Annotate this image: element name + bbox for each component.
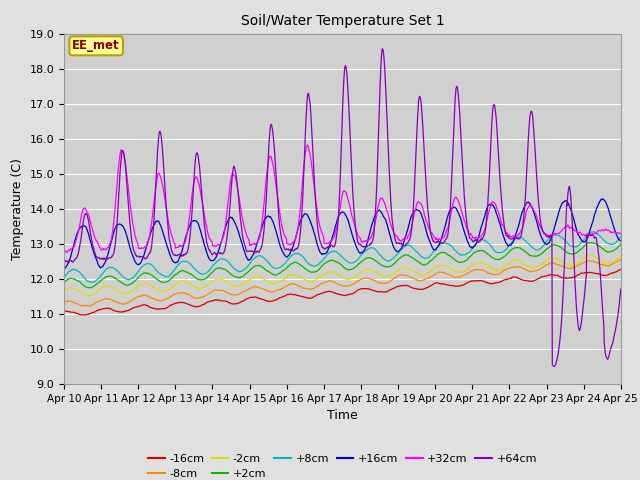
+16cm: [170, 259, 178, 265]
+2cm: [502, 252, 509, 258]
+2cm: [429, 256, 437, 262]
-2cm: [429, 266, 437, 272]
-2cm: [60, 288, 68, 294]
Line: +64cm: +64cm: [64, 49, 621, 366]
+32cm: [617, 231, 625, 237]
+16cm: [617, 238, 625, 244]
Line: +2cm: +2cm: [64, 242, 621, 288]
-16cm: [171, 301, 179, 307]
+16cm: [429, 246, 436, 252]
+64cm: [379, 46, 387, 52]
+16cm: [246, 256, 254, 262]
+16cm: [551, 224, 559, 230]
-8cm: [502, 266, 509, 272]
+32cm: [303, 142, 311, 148]
-16cm: [82, 312, 90, 318]
Legend: -16cm, -8cm, -2cm, +2cm, +8cm, +16cm, +32cm, +64cm: -16cm, -8cm, -2cm, +2cm, +8cm, +16cm, +3…: [143, 449, 541, 480]
-8cm: [184, 291, 192, 297]
+32cm: [502, 229, 510, 235]
-2cm: [551, 255, 559, 261]
+8cm: [590, 229, 598, 235]
+8cm: [88, 279, 95, 285]
-8cm: [60, 300, 68, 306]
X-axis label: Time: Time: [327, 409, 358, 422]
+8cm: [171, 266, 179, 272]
+32cm: [246, 243, 254, 249]
+16cm: [184, 228, 191, 233]
+2cm: [551, 242, 559, 248]
-8cm: [171, 291, 179, 297]
+8cm: [429, 249, 437, 255]
Line: -16cm: -16cm: [64, 270, 621, 315]
+64cm: [617, 287, 625, 292]
+16cm: [502, 239, 509, 245]
-16cm: [551, 272, 559, 278]
+32cm: [60, 247, 68, 253]
+16cm: [598, 196, 605, 202]
+8cm: [502, 247, 509, 252]
+8cm: [246, 260, 254, 265]
+8cm: [551, 232, 559, 238]
+2cm: [171, 273, 179, 278]
+8cm: [617, 234, 625, 240]
-2cm: [184, 281, 192, 287]
Line: +8cm: +8cm: [64, 232, 621, 282]
-16cm: [617, 267, 625, 273]
+32cm: [184, 224, 192, 230]
Line: -8cm: -8cm: [64, 260, 621, 306]
+2cm: [246, 267, 254, 273]
+64cm: [184, 248, 191, 253]
+16cm: [60, 266, 68, 272]
+32cm: [171, 241, 179, 247]
+32cm: [552, 231, 559, 237]
-2cm: [171, 282, 179, 288]
-16cm: [184, 301, 192, 307]
Line: -2cm: -2cm: [64, 255, 621, 296]
+64cm: [429, 238, 437, 244]
-16cm: [502, 276, 509, 282]
+64cm: [552, 362, 559, 368]
-16cm: [246, 295, 254, 300]
-2cm: [246, 276, 254, 282]
-8cm: [617, 257, 625, 263]
-2cm: [617, 253, 625, 259]
-8cm: [429, 273, 437, 278]
-16cm: [429, 281, 437, 287]
-8cm: [86, 303, 93, 309]
Text: EE_met: EE_met: [72, 39, 120, 52]
-2cm: [84, 293, 92, 299]
+64cm: [502, 231, 509, 237]
+2cm: [184, 270, 192, 276]
-2cm: [588, 252, 595, 258]
+8cm: [60, 275, 68, 280]
+2cm: [87, 285, 95, 291]
+32cm: [429, 233, 437, 239]
+2cm: [617, 241, 625, 247]
+2cm: [60, 280, 68, 286]
Title: Soil/Water Temperature Set 1: Soil/Water Temperature Set 1: [241, 14, 444, 28]
Y-axis label: Temperature (C): Temperature (C): [11, 158, 24, 260]
+64cm: [170, 252, 178, 258]
-2cm: [502, 263, 509, 268]
+64cm: [60, 258, 68, 264]
+2cm: [586, 240, 594, 245]
+64cm: [550, 363, 557, 369]
+64cm: [246, 248, 254, 254]
+32cm: [63, 250, 70, 255]
Line: +16cm: +16cm: [64, 199, 621, 269]
+8cm: [184, 260, 192, 265]
-16cm: [60, 309, 68, 314]
Line: +32cm: +32cm: [64, 145, 621, 252]
-8cm: [551, 261, 559, 266]
-8cm: [246, 285, 254, 291]
